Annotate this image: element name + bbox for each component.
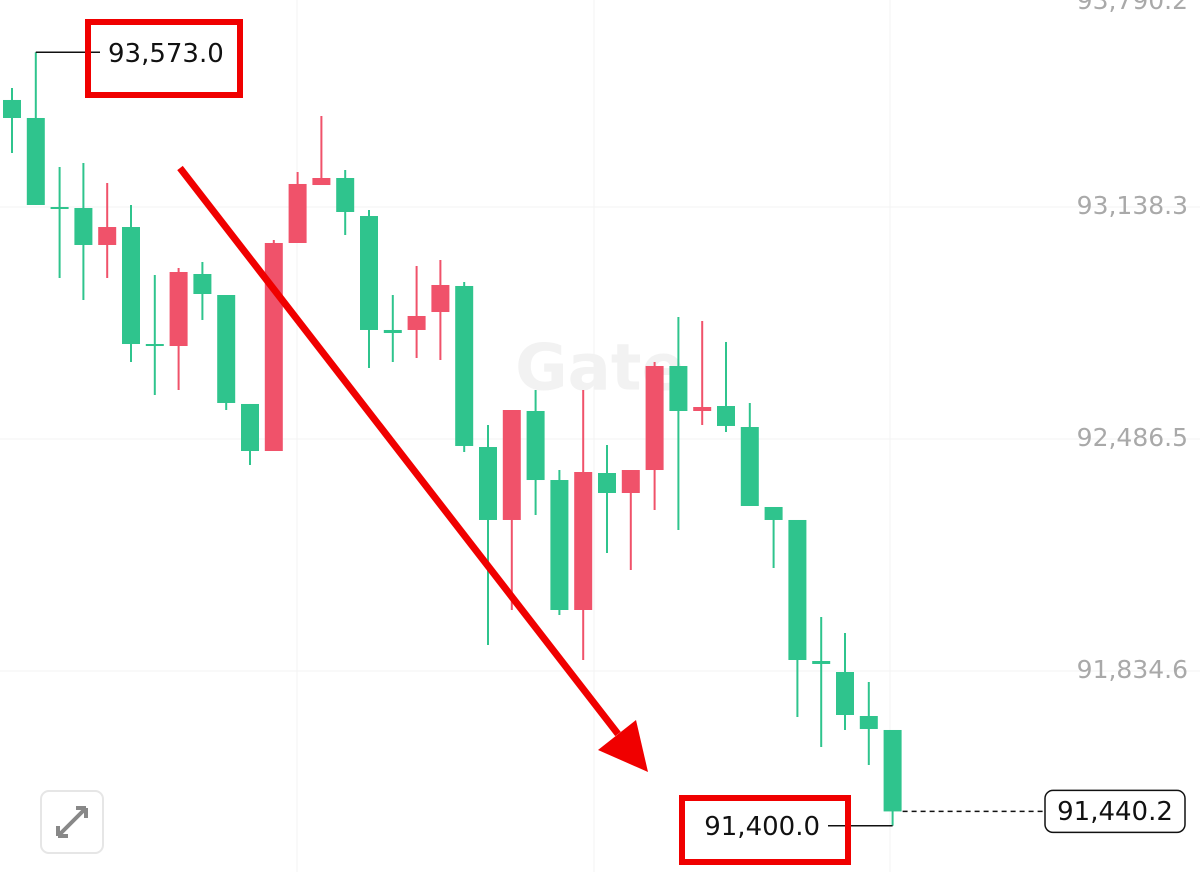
candle-body <box>574 472 593 610</box>
candle-body <box>479 447 497 520</box>
highlight-box <box>679 795 851 865</box>
candle-body <box>740 427 759 506</box>
candle-body <box>217 294 236 403</box>
candle-body <box>26 117 45 205</box>
trend-arrow-head <box>598 720 648 772</box>
candle-body <box>98 227 117 245</box>
candle-body <box>74 208 93 245</box>
candle-body <box>645 366 664 471</box>
candle-body <box>812 661 831 664</box>
candle-body <box>169 272 188 347</box>
candle-body <box>407 315 426 330</box>
last-price-box <box>1044 789 1186 834</box>
y-tick-label: 92,486.5 <box>1077 423 1188 452</box>
candle-body <box>312 178 331 186</box>
candle-body <box>788 519 807 661</box>
trend-arrow <box>177 165 621 737</box>
candle-body <box>145 344 164 347</box>
candle-body <box>883 729 902 812</box>
labels: 93,790.2 93,138.3 92,486.5 91,834.6 93,573.0… <box>35 0 1188 842</box>
y-tick-label: 91,834.6 <box>1077 655 1188 684</box>
candle-body <box>336 178 355 212</box>
highlight-box <box>85 19 243 98</box>
y-tick-label: 93,138.3 <box>1077 191 1188 220</box>
y-tick-label: 93,790.2 <box>1077 0 1188 15</box>
last-price-label: 91,440.2 <box>1057 797 1173 827</box>
candle-body <box>598 472 616 494</box>
candle-body <box>717 406 735 426</box>
candle-body <box>836 672 854 715</box>
expand-button[interactable] <box>40 790 104 854</box>
candle-body <box>3 99 21 118</box>
candle-body <box>50 207 69 210</box>
candle-body <box>550 480 569 610</box>
high-label: 93,573.0 <box>108 39 224 69</box>
candle-body <box>383 329 402 334</box>
candle-body <box>693 407 712 411</box>
low-label: 91,400.0 <box>704 812 820 842</box>
candle-body <box>455 285 474 446</box>
candle-body <box>431 284 450 313</box>
candle-body <box>621 470 640 494</box>
candles <box>3 52 902 826</box>
expand-icon <box>56 806 88 838</box>
candle-body <box>264 242 283 452</box>
candle-body <box>669 366 688 411</box>
candle-body <box>360 216 378 330</box>
candle-body <box>193 273 212 295</box>
candle-body <box>526 410 545 481</box>
candle-body <box>241 403 259 452</box>
candle-body <box>288 183 307 243</box>
candle-body <box>859 715 878 729</box>
candle-body <box>502 409 521 520</box>
candle-body <box>122 227 140 345</box>
candle-body <box>764 506 783 520</box>
